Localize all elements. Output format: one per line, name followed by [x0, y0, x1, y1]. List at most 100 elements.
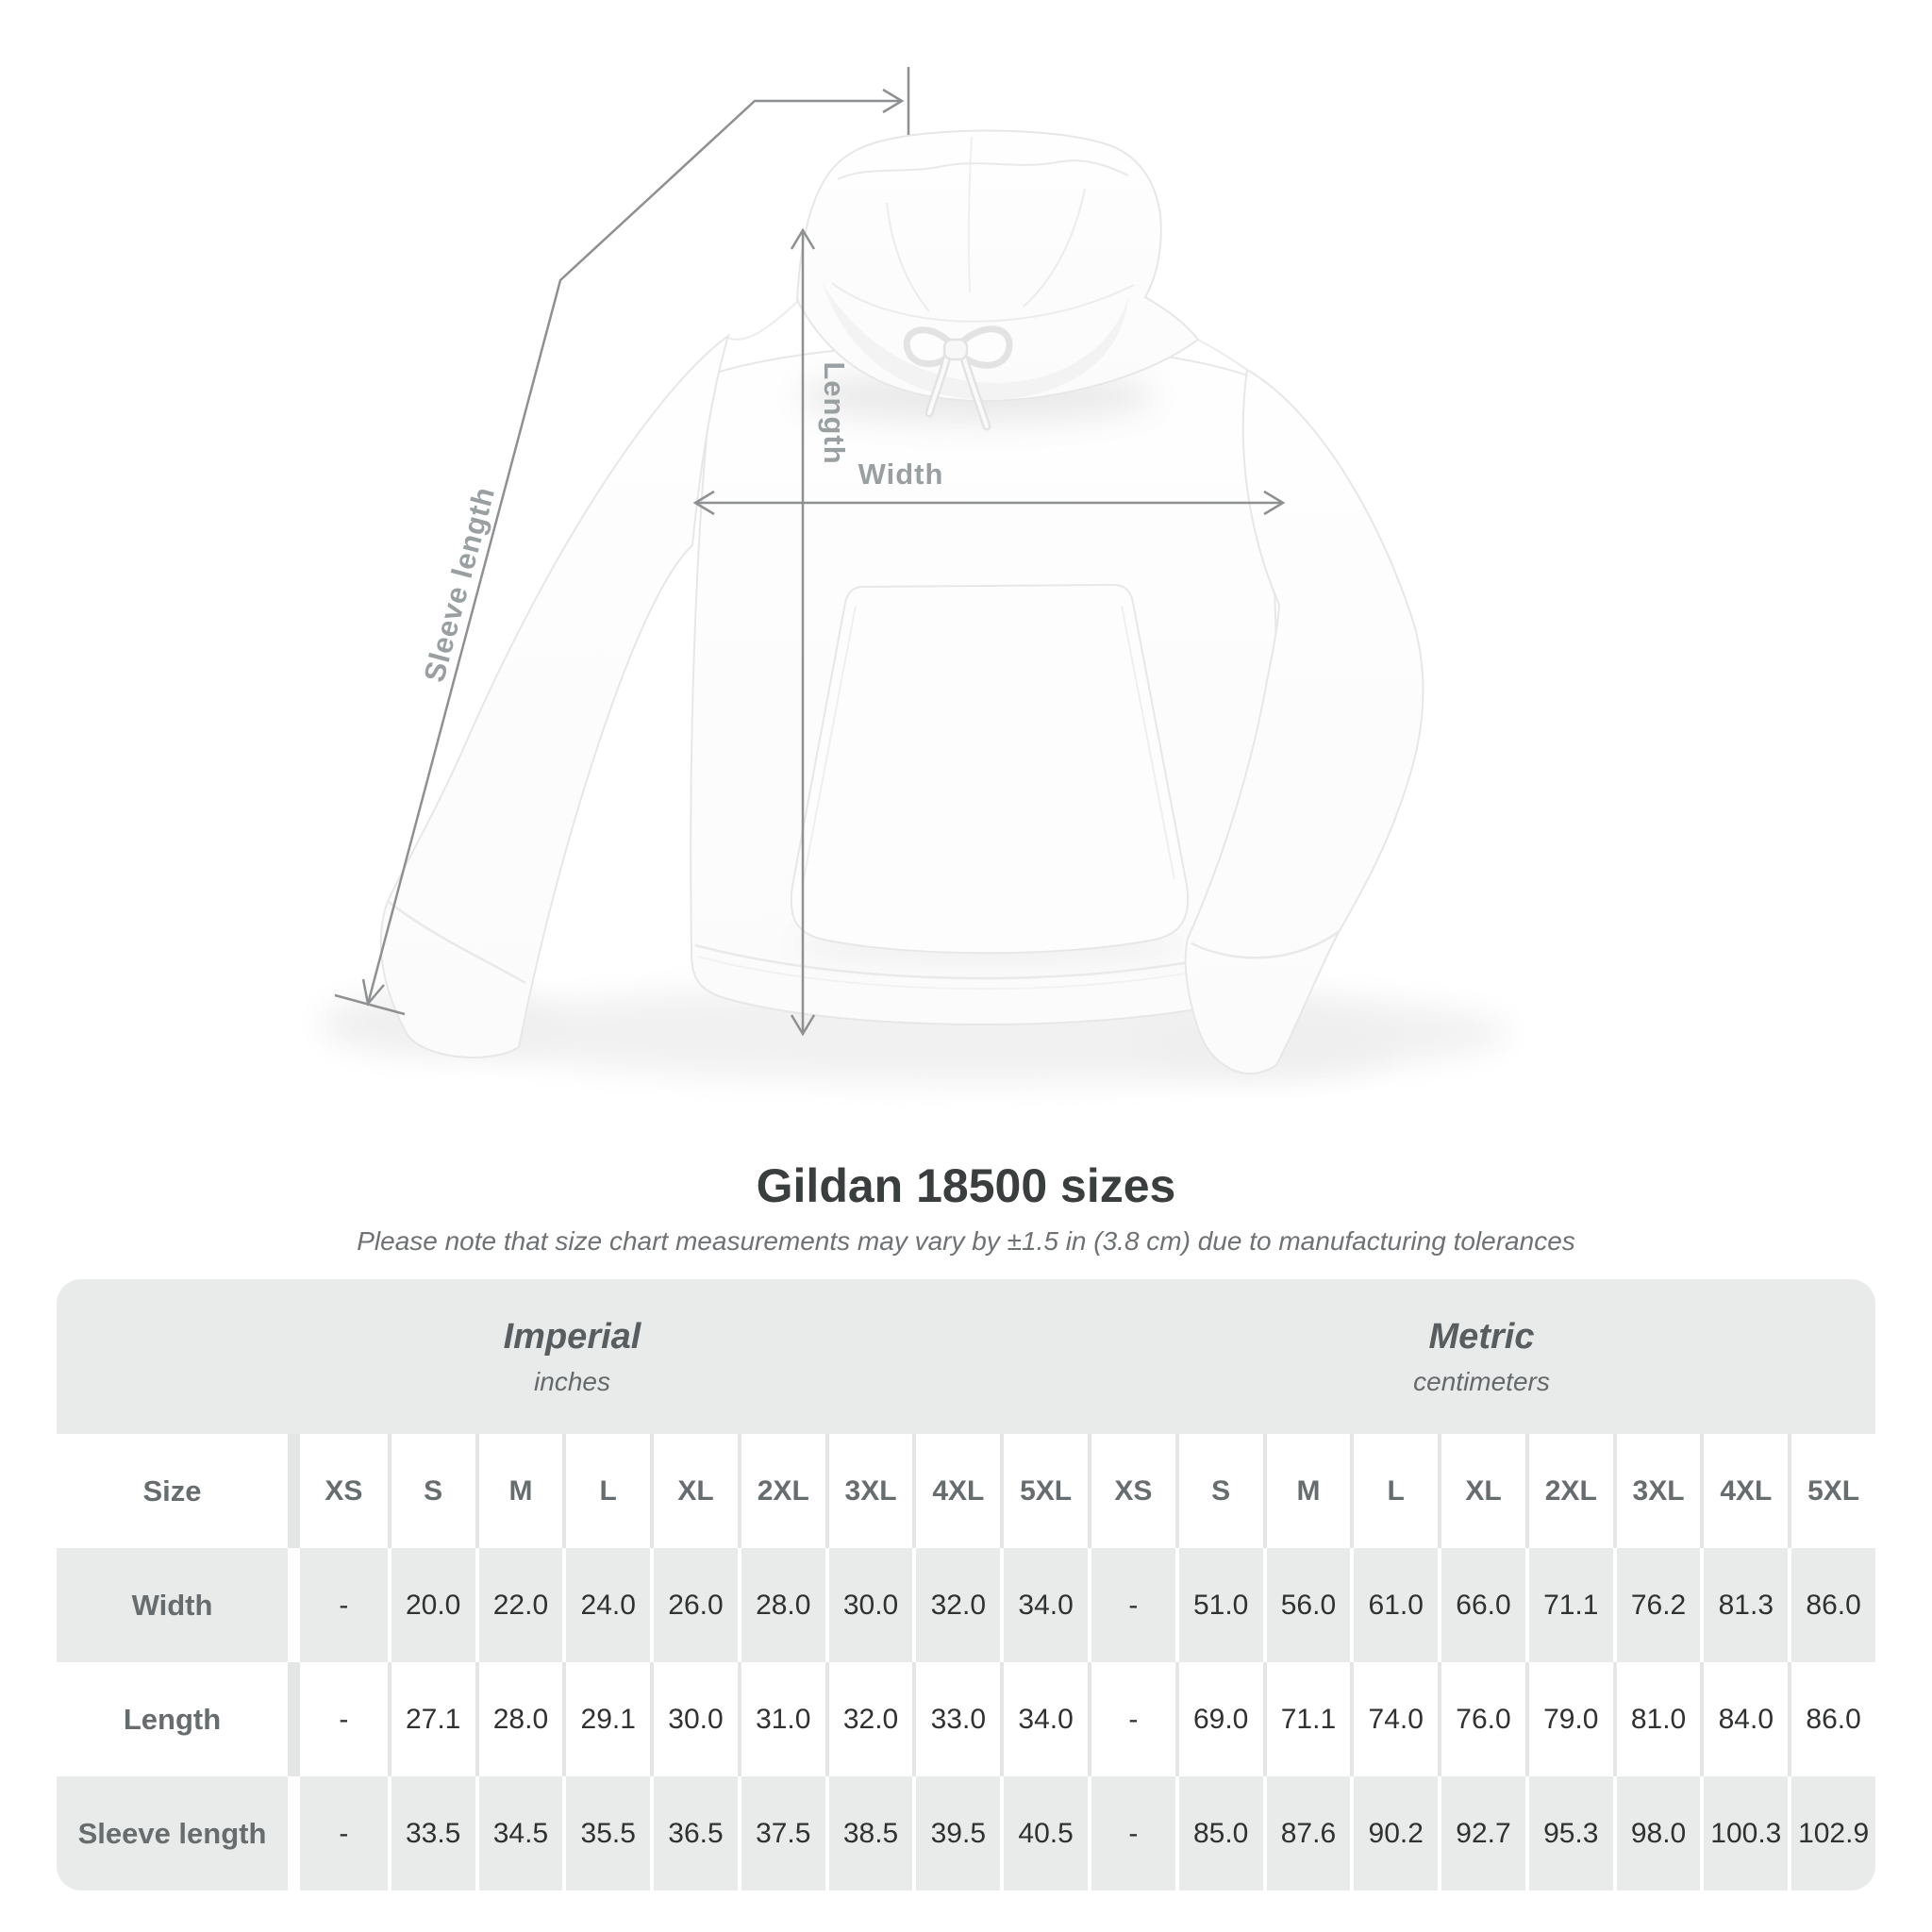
size-column-header: 2XL — [737, 1434, 825, 1548]
measurement-cell: 79.0 — [1524, 1662, 1613, 1776]
size-column-header: XL — [650, 1434, 738, 1548]
measurement-cell: - — [1088, 1662, 1175, 1776]
measurement-cell: 37.5 — [737, 1776, 825, 1890]
size-column-header: 5XL — [1788, 1434, 1875, 1548]
measurement-cell: 33.5 — [387, 1776, 475, 1890]
right-shoulder-seam — [1197, 339, 1248, 371]
length-label: Length — [818, 361, 851, 464]
measurement-cell: 31.0 — [737, 1662, 825, 1776]
measurement-cell: 69.0 — [1174, 1662, 1263, 1776]
size-column-header: L — [1350, 1434, 1439, 1548]
right-sleeve — [1184, 368, 1424, 1075]
measurement-cell: 74.0 — [1350, 1662, 1439, 1776]
measurement-cell: 32.0 — [824, 1662, 913, 1776]
measurement-cell: 86.0 — [1788, 1548, 1875, 1662]
size-column-header: M — [475, 1434, 563, 1548]
size-column-header: S — [387, 1434, 475, 1548]
left-cuff-seam — [388, 901, 526, 985]
size-column-header: 3XL — [1612, 1434, 1701, 1548]
measurement-cell: 36.5 — [650, 1776, 738, 1890]
left-sleeve — [379, 333, 730, 1058]
arrow-right-icon — [882, 88, 905, 114]
measurement-cell: - — [300, 1662, 388, 1776]
measurement-cell: 40.5 — [1000, 1776, 1088, 1890]
page-title: Gildan 18500 sizes — [756, 1159, 1176, 1212]
measurement-cell: 87.6 — [1262, 1776, 1351, 1890]
measurement-cell: 35.5 — [562, 1776, 651, 1890]
measurement-cell: 71.1 — [1262, 1662, 1351, 1776]
measurement-cell: 51.0 — [1174, 1548, 1263, 1662]
row-label: Width — [57, 1548, 288, 1662]
column-gap — [288, 1662, 300, 1776]
end-tick-bottom — [334, 993, 406, 1016]
unit-band: Imperial inches Metric centimeters — [57, 1279, 1875, 1434]
drawstrings — [903, 325, 1013, 431]
measurement-cell: 90.2 — [1350, 1776, 1439, 1890]
hood-gather-stitch — [837, 159, 1129, 180]
measurement-cell: 30.0 — [650, 1662, 738, 1776]
measurement-cell: 100.3 — [1700, 1776, 1789, 1890]
imperial-section-header: Imperial inches — [57, 1279, 1088, 1434]
measurement-cell: - — [300, 1776, 388, 1890]
measurement-cell: 85.0 — [1174, 1776, 1263, 1890]
size-table: Imperial inches Metric centimeters Size X… — [57, 1279, 1875, 1890]
hoodie-illustration: Width Length Sleeve length — [321, 67, 1509, 1082]
pocket-stitch-left — [803, 605, 857, 880]
imperial-unit: inches — [534, 1366, 610, 1396]
measurement-cell: 76.2 — [1612, 1548, 1701, 1662]
measurement-cell: 66.0 — [1438, 1548, 1525, 1662]
size-column-header: XS — [300, 1434, 388, 1548]
arrow-left-icon — [692, 490, 715, 516]
hood-fold-left — [886, 202, 930, 312]
metric-unit: centimeters — [1413, 1366, 1550, 1396]
measurement-cell: - — [1088, 1548, 1175, 1662]
width-label: Width — [858, 458, 944, 491]
measurement-cell: 71.1 — [1524, 1548, 1613, 1662]
size-column-header: XL — [1438, 1434, 1525, 1548]
size-column-header: XS — [1088, 1434, 1175, 1548]
metric-section-header: Metric centimeters — [1088, 1279, 1875, 1434]
size-header-label: Size — [57, 1434, 288, 1548]
column-gap — [288, 1776, 300, 1890]
imperial-label: Imperial — [503, 1316, 641, 1357]
size-grid: Size XS S M L XL 2XL 3XL 4XL 5XL XS S M L XL 2XL 3XL 4XL 5… — [57, 1434, 1875, 1890]
sleeve-length-measure-line — [334, 67, 910, 1016]
length-measure-line — [790, 227, 816, 1037]
size-column-header: M — [1262, 1434, 1351, 1548]
hood-fold-right — [1023, 188, 1086, 308]
measurement-cell: 34.0 — [1000, 1662, 1088, 1776]
column-gap — [288, 1548, 300, 1662]
measurement-cell: 61.0 — [1350, 1548, 1439, 1662]
size-column-header: 5XL — [1000, 1434, 1088, 1548]
hood-inner-opening — [823, 283, 1128, 400]
measurement-cell: 102.9 — [1788, 1776, 1875, 1890]
size-column-header: 4XL — [912, 1434, 1001, 1548]
sleeve-length-label: Sleeve length — [417, 483, 501, 686]
tolerance-note: Please note that size chart measurements… — [357, 1226, 1575, 1256]
hood-center-seam — [967, 136, 973, 293]
size-column-header: S — [1174, 1434, 1263, 1548]
left-shoulder-seam — [727, 301, 798, 341]
size-column-header: L — [562, 1434, 651, 1548]
measurement-cell: 29.1 — [562, 1662, 651, 1776]
measurement-cell: 98.0 — [1612, 1776, 1701, 1890]
measurement-cell: 30.0 — [824, 1548, 913, 1662]
measurement-cell: 92.7 — [1438, 1776, 1525, 1890]
row-label: Sleeve length — [57, 1776, 288, 1890]
hoodie-measurement-diagram: Width Length Sleeve length — [321, 67, 1509, 1082]
measurement-cell: 34.0 — [1000, 1548, 1088, 1662]
measurement-cell: 56.0 — [1262, 1548, 1351, 1662]
measurement-cell: 81.0 — [1612, 1662, 1701, 1776]
size-column-header: 3XL — [824, 1434, 913, 1548]
arrow-up-icon — [790, 227, 816, 250]
measurement-cell: 33.0 — [912, 1662, 1001, 1776]
measurement-cell: 38.5 — [824, 1776, 913, 1890]
measurement-cell: 28.0 — [475, 1662, 563, 1776]
pocket-stitch-right — [1121, 605, 1175, 880]
size-column-header: 2XL — [1524, 1434, 1613, 1548]
measurement-cell: 81.3 — [1700, 1548, 1789, 1662]
measurement-cell: 76.0 — [1438, 1662, 1525, 1776]
measurement-annotations — [334, 67, 1286, 1037]
measurement-cell: 22.0 — [475, 1548, 563, 1662]
